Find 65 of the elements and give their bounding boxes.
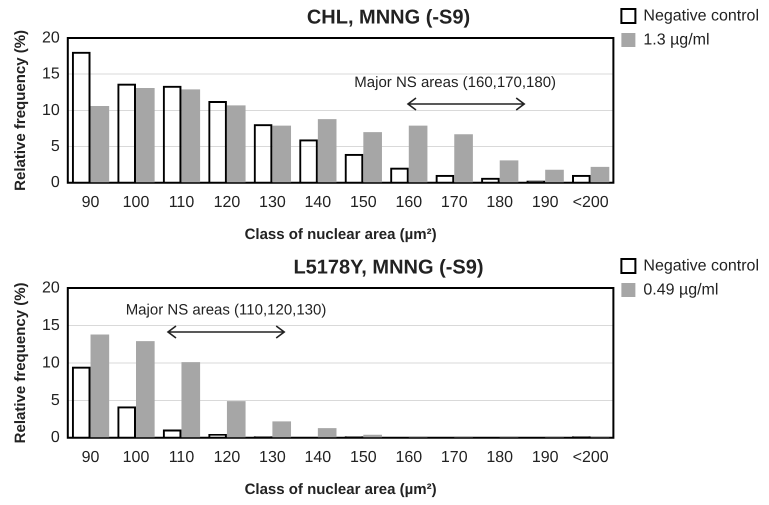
x-tick-label: 90 — [82, 194, 100, 211]
x-tick-label: 110 — [168, 448, 194, 466]
x-tick-label: 120 — [214, 448, 240, 466]
legend-label: Negative control — [643, 257, 760, 274]
y-axis-title: Relative frequency (%) — [12, 30, 30, 191]
x-tick-label: 110 — [168, 194, 194, 211]
x-tick-label: 190 — [532, 448, 559, 466]
x-tick-label: 140 — [304, 448, 332, 466]
bar — [90, 334, 110, 438]
annotation: Major NS areas (160,170,180) — [354, 74, 556, 91]
bar — [272, 421, 292, 438]
x-tick-label: 180 — [486, 194, 514, 211]
bar — [363, 132, 382, 182]
bar — [136, 88, 155, 182]
bar — [408, 126, 428, 182]
y-tick-label: 15 — [42, 316, 60, 334]
x-tick-label: 160 — [395, 448, 422, 466]
chart-title: CHL, MNNG (-S9) — [306, 6, 470, 29]
x-tick-label: 100 — [122, 448, 150, 466]
bar — [318, 119, 336, 182]
bar — [136, 341, 155, 438]
y-tick-label: 0 — [50, 174, 60, 192]
x-tick-label: 140 — [304, 194, 332, 211]
y-tick-label: 20 — [42, 29, 60, 46]
annotation: Major NS areas (110,120,130) — [126, 302, 326, 319]
bar — [90, 106, 110, 182]
y-axis-title: Relative frequency (%) — [12, 282, 30, 444]
y-tick-label: 10 — [42, 102, 60, 119]
x-tick-label: 170 — [440, 448, 468, 466]
legend-label: 0.49 µg/ml — [643, 281, 718, 298]
x-tick-label: 130 — [259, 194, 286, 211]
y-tick-label: 5 — [50, 138, 60, 156]
bar — [181, 362, 200, 438]
x-tick-label: 150 — [350, 194, 377, 211]
y-tick-label: 10 — [42, 354, 60, 372]
x-tick-label: <200 — [572, 194, 609, 211]
x-tick-label: 160 — [395, 194, 422, 211]
bar — [272, 126, 292, 182]
x-tick-label: 90 — [82, 448, 100, 466]
y-tick-label: 5 — [50, 392, 60, 409]
x-axis-title: Class of nuclear area (µm²) — [244, 481, 437, 498]
bar — [363, 434, 382, 438]
x-tick-label: 120 — [214, 194, 240, 211]
legend-label: Negative control — [643, 7, 760, 24]
legend-label: 1.3 µg/ml — [643, 31, 710, 48]
x-tick-label: 100 — [122, 194, 150, 211]
bar — [226, 105, 246, 182]
bar — [500, 160, 518, 182]
bar — [454, 134, 473, 182]
chart-title: L5178Y, MNNG (-S9) — [293, 256, 484, 279]
x-tick-label: 180 — [486, 448, 514, 466]
bar — [318, 428, 336, 438]
y-tick-label: 15 — [42, 66, 60, 83]
x-tick-label: 130 — [259, 448, 286, 466]
bar — [181, 89, 200, 182]
bar — [590, 166, 610, 182]
bar — [226, 401, 246, 438]
x-tick-label: <200 — [572, 448, 609, 466]
x-tick-label: 150 — [350, 448, 377, 466]
x-tick-label: 170 — [440, 194, 468, 211]
y-tick-label: 0 — [50, 429, 60, 446]
x-tick-label: 190 — [532, 194, 559, 211]
bar — [545, 170, 564, 182]
x-axis-title: Class of nuclear area (µm²) — [244, 226, 437, 244]
y-tick-label: 20 — [42, 279, 60, 296]
